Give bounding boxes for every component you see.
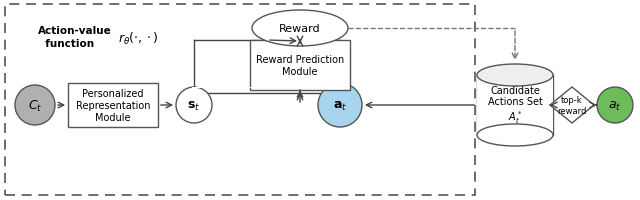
- Ellipse shape: [252, 11, 348, 47]
- Bar: [477, 76, 553, 135]
- Text: $\mathbf{a}_t$: $\mathbf{a}_t$: [333, 99, 347, 112]
- Text: Reward: Reward: [279, 24, 321, 34]
- Text: Personalized
Representation
Module: Personalized Representation Module: [76, 89, 150, 122]
- Bar: [250, 41, 350, 91]
- Text: Reward Prediction
Module: Reward Prediction Module: [256, 55, 344, 76]
- Bar: [5, 5, 475, 195]
- Ellipse shape: [318, 84, 362, 127]
- Text: Action-value
  function: Action-value function: [38, 26, 112, 49]
- Ellipse shape: [597, 88, 633, 123]
- Text: Candidate
Actions Set
$A_t^*$: Candidate Actions Set $A_t^*$: [488, 85, 543, 126]
- Text: top-k
reward: top-k reward: [557, 96, 587, 115]
- Bar: [68, 84, 158, 127]
- Text: $a_t$: $a_t$: [608, 99, 621, 112]
- Text: $r_{\theta}(\cdot, \cdot)$: $r_{\theta}(\cdot, \cdot)$: [118, 31, 159, 47]
- Ellipse shape: [477, 65, 553, 87]
- Ellipse shape: [477, 124, 553, 146]
- Ellipse shape: [176, 88, 212, 123]
- Bar: [192, 88, 342, 89]
- Text: $C_t$: $C_t$: [28, 98, 42, 113]
- Text: $\mathbf{s}_t$: $\mathbf{s}_t$: [188, 99, 200, 112]
- Polygon shape: [550, 88, 594, 123]
- Ellipse shape: [15, 86, 55, 125]
